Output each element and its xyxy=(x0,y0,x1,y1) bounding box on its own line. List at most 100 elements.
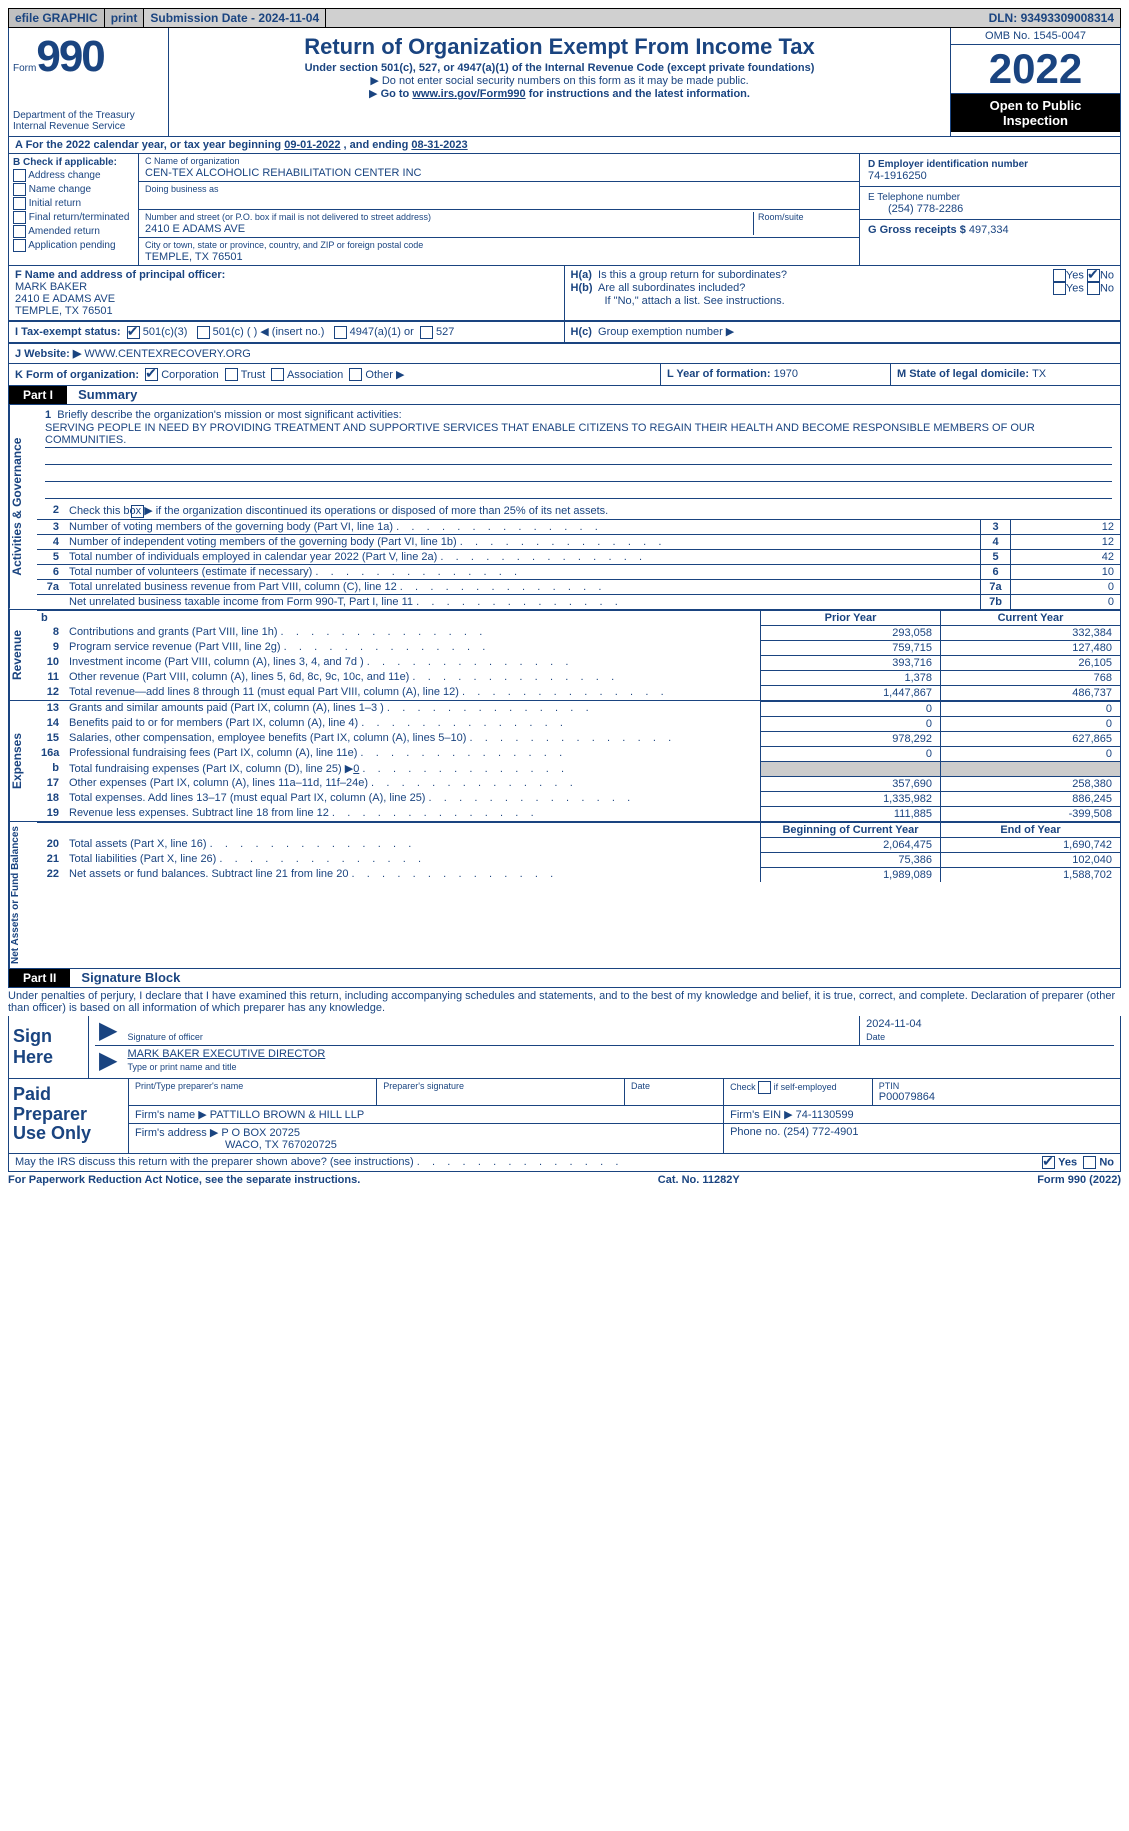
note-ssn: Do not enter social security numbers on … xyxy=(175,74,944,87)
section-klm: K Form of organization: Corporation Trus… xyxy=(8,364,1121,387)
no2: No xyxy=(1100,282,1114,294)
col-deg: D Employer identification number74-19162… xyxy=(860,154,1120,265)
form-word: Form xyxy=(13,63,36,74)
l-val: 1970 xyxy=(774,368,798,380)
section-j: J Website: ▶ WWW.CENTEXRECOVERY.ORG xyxy=(8,343,1121,364)
otp1: Open to Public xyxy=(990,98,1082,113)
data-row: 22Net assets or fund balances. Subtract … xyxy=(37,867,1120,882)
irs-link[interactable]: www.irs.gov/Form990 xyxy=(412,88,525,100)
ein-l: Firm's EIN ▶ xyxy=(730,1109,796,1121)
exp-body: 13Grants and similar amounts paid (Part … xyxy=(37,701,1120,821)
b-amended[interactable]: Amended return xyxy=(13,225,134,238)
g-label: G Gross receipts $ xyxy=(868,224,969,236)
dln-val: 93493309008314 xyxy=(1021,11,1114,25)
form-subtitle: Under section 501(c), 527, or 4947(a)(1)… xyxy=(175,62,944,74)
checkbox-icon[interactable] xyxy=(1083,1156,1096,1169)
k3: Association xyxy=(287,369,343,381)
efile-btn[interactable]: efile GRAPHIC xyxy=(9,9,105,27)
blank-line xyxy=(45,482,1112,499)
form-header: Form990 Department of the TreasuryIntern… xyxy=(8,28,1121,137)
city-val: TEMPLE, TX 76501 xyxy=(145,251,243,263)
checkbox-icon[interactable] xyxy=(349,368,362,381)
header-mid: Return of Organization Exempt From Incom… xyxy=(169,28,950,136)
l-year: L Year of formation: 1970 xyxy=(660,364,890,386)
a-mid: , and ending xyxy=(340,139,411,151)
data-row: 15Salaries, other compensation, employee… xyxy=(37,731,1120,746)
no: No xyxy=(1100,269,1114,281)
checkbox-icon[interactable] xyxy=(1053,269,1066,282)
summary-row: 6Total number of volunteers (estimate if… xyxy=(37,564,1120,579)
print-btn[interactable]: print xyxy=(105,9,145,27)
firm-ein: 74-1130599 xyxy=(796,1109,854,1121)
m-label: M State of legal domicile: xyxy=(897,368,1032,380)
checkbox-checked-icon[interactable] xyxy=(1087,269,1100,282)
data-row: 21Total liabilities (Part X, line 26)75,… xyxy=(37,852,1120,867)
b-namechg[interactable]: Name change xyxy=(13,183,134,196)
sig-label: Signature of officer xyxy=(127,1032,202,1042)
checkbox-icon[interactable] xyxy=(758,1081,771,1094)
k2: Trust xyxy=(241,369,266,381)
blank-line xyxy=(45,465,1112,482)
ha-text: Is this a group return for subordinates? xyxy=(598,269,787,281)
d-label: D Employer identification number xyxy=(868,159,1028,170)
hdr-b: b xyxy=(37,611,65,625)
subdate-label: Submission Date - xyxy=(150,11,258,25)
rev-body: b Prior Year Current Year 8Contributions… xyxy=(37,610,1120,700)
c-name: C Name of organization CEN-TEX ALCOHOLIC… xyxy=(139,154,859,182)
checkbox-icon[interactable] xyxy=(420,326,433,339)
phone-val: (254) 778-2286 xyxy=(868,203,963,215)
city-label: City or town, state or province, country… xyxy=(145,240,423,250)
hb-text: Are all subordinates included? xyxy=(598,282,745,294)
website-val: WWW.CENTEXRECOVERY.ORG xyxy=(84,348,250,360)
g-gross: G Gross receipts $ 497,334 xyxy=(860,220,1120,240)
checkbox-checked-icon[interactable] xyxy=(145,368,158,381)
note-goto: Go to www.irs.gov/Form990 for instructio… xyxy=(175,87,944,100)
firm-addr2: WACO, TX 767020725 xyxy=(135,1139,337,1151)
checkbox-icon xyxy=(13,225,26,238)
data-row: 8Contributions and grants (Part VIII, li… xyxy=(37,625,1120,640)
room-label: Room/suite xyxy=(758,212,804,222)
i-label: I Tax-exempt status: xyxy=(15,326,121,338)
blank-line xyxy=(45,448,1112,465)
footer: For Paperwork Reduction Act Notice, see … xyxy=(8,1172,1121,1186)
c-city: City or town, state or province, country… xyxy=(139,238,859,265)
arrow-icon: ▶ xyxy=(95,1016,121,1045)
checkbox-icon[interactable] xyxy=(1087,282,1100,295)
checkbox-checked-icon[interactable] xyxy=(1042,1156,1055,1169)
b-final[interactable]: Final return/terminated xyxy=(13,211,134,224)
na-body: Beginning of Current Year End of Year 20… xyxy=(37,822,1120,968)
checkbox-icon[interactable] xyxy=(334,326,347,339)
dln-label: DLN: xyxy=(989,11,1021,25)
b1: Name change xyxy=(29,184,91,195)
b-apppend[interactable]: Application pending xyxy=(13,239,134,252)
checkbox-checked-icon[interactable] xyxy=(127,326,140,339)
name-label: Type or print name and title xyxy=(127,1062,236,1072)
b-addrchg[interactable]: Address change xyxy=(13,169,134,182)
checkbox-icon[interactable] xyxy=(197,326,210,339)
addr-l: Firm's address ▶ xyxy=(135,1127,221,1139)
data-row: 17Other expenses (Part IX, column (A), l… xyxy=(37,776,1120,791)
org-name: CEN-TEX ALCOHOLIC REHABILITATION CENTER … xyxy=(145,167,421,179)
na-label: Net Assets or Fund Balances xyxy=(9,822,37,968)
checkbox-icon[interactable] xyxy=(271,368,284,381)
b5: Application pending xyxy=(28,240,115,251)
goto-b: for instructions and the latest informat… xyxy=(526,88,750,100)
otp2: Inspection xyxy=(1003,113,1068,128)
form-title: Return of Organization Exempt From Incom… xyxy=(175,34,944,60)
officer-name: MARK BAKER xyxy=(15,281,87,293)
header-right: OMB No. 1545-0047 2022 Open to PublicIns… xyxy=(950,28,1120,136)
dln: DLN: 93493309008314 xyxy=(983,9,1120,27)
a-begin: 09-01-2022 xyxy=(284,139,340,151)
checkbox-icon[interactable] xyxy=(1053,282,1066,295)
i-status: I Tax-exempt status: 501(c)(3) 501(c) ( … xyxy=(9,322,565,342)
b-initial[interactable]: Initial return xyxy=(13,197,134,210)
header-left: Form990 Department of the TreasuryIntern… xyxy=(9,28,169,136)
dn: No xyxy=(1099,1156,1114,1168)
checkbox-icon[interactable] xyxy=(131,505,144,518)
k-label: K Form of organization: xyxy=(15,369,139,381)
checkbox-icon[interactable] xyxy=(225,368,238,381)
data-row: 18Total expenses. Add lines 13–17 (must … xyxy=(37,791,1120,806)
col-eoy: End of Year xyxy=(940,823,1120,837)
summary-row: 4Number of independent voting members of… xyxy=(37,534,1120,549)
b-label: B Check if applicable: xyxy=(13,157,117,168)
